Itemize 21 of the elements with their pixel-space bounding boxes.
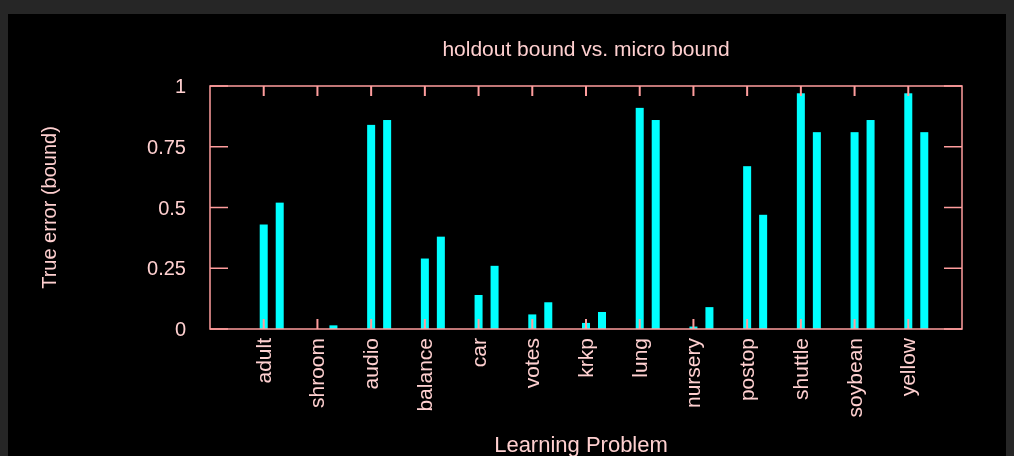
x-tick-label: lung (627, 338, 651, 378)
y-tick-label: 0.5 (158, 196, 186, 219)
y-tick-label: 0.75 (147, 135, 186, 158)
x-tick-label: adult (251, 337, 275, 384)
y-axis-title: True error (bound) (38, 126, 60, 289)
x-tick-label: votes (520, 338, 544, 389)
chart-title: holdout bound vs. micro bound (442, 37, 730, 60)
x-tick-label: car (466, 338, 490, 368)
y-tick-label: 0.25 (147, 257, 186, 280)
x-tick-label: krkp (574, 338, 597, 378)
y-tick-label: 0 (174, 318, 186, 340)
x-tick-label: shroom (305, 338, 329, 409)
x-tick-label: postop (735, 338, 759, 402)
x-tick-label: yellow (896, 337, 920, 397)
x-axis-title: Learning Problem (494, 432, 668, 456)
x-tick-label: soybean (842, 338, 866, 418)
x-tick-label: nursery (681, 337, 705, 409)
x-tick-label: audio (359, 338, 383, 390)
x-tick-label: shuttle (788, 338, 812, 400)
x-tick-label: balance (412, 338, 436, 412)
y-tick-label: 1 (174, 75, 186, 97)
